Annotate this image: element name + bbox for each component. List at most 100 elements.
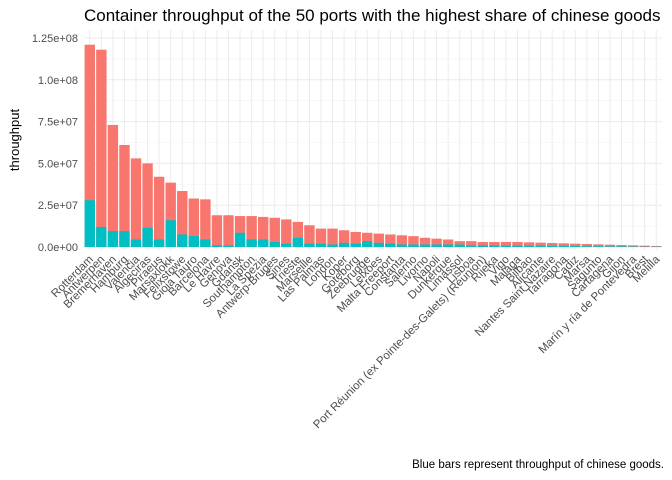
bar-total [338,230,350,247]
bar-total [269,217,280,247]
bar-total [362,232,373,247]
bar-chinese [327,244,338,247]
y-tick-label: 5.0e+07 [38,158,78,170]
bar-chinese [385,243,396,247]
y-tick-label: 0.0e+00 [38,242,78,254]
bar-chinese [211,245,223,247]
bar-total [153,176,165,247]
bar-chinese [500,245,512,247]
bar-total [292,221,304,247]
bar-chinese [454,244,465,247]
bar-chinese [304,243,315,247]
bar-total [489,241,500,247]
bar-chinese [188,236,200,247]
bar-chinese [408,244,419,247]
bar-total [281,219,292,247]
bar-chinese [200,239,211,247]
bar-total [130,158,142,247]
bar-total [442,239,454,247]
bar-total [257,216,269,247]
bar-total [454,241,465,247]
bar-total [546,242,558,247]
bar-chinese [489,245,500,247]
bar-chinese [119,231,130,247]
bar-total [570,243,581,247]
bar-chinese [281,243,292,247]
bar-chinese [338,242,350,247]
bar-chinese [523,245,535,247]
bar-chinese [142,227,153,247]
bar-chinese [604,246,616,247]
y-tick-label: 2.5e+07 [38,200,78,212]
bar-total [188,198,200,247]
bar-total [373,233,384,247]
bar-chinese [627,246,639,247]
bar-total [211,215,223,247]
bar-chinese [257,239,269,247]
bar-chinese [558,245,569,247]
bar-chinese [153,239,165,247]
bar-chinese [396,244,408,247]
bar-total [327,228,338,247]
bar-total [512,241,523,247]
bar-chinese [616,246,627,247]
bar-chinese [246,239,257,247]
bar-chinese [177,234,188,247]
bar-chinese [431,244,442,247]
bar-total [234,216,246,247]
bar-total [223,215,234,247]
bar-total [165,182,176,247]
bar-chinese [512,245,523,247]
bar-chinese [269,241,280,247]
y-axis-label: throughput [7,109,22,172]
bar-chinese [581,246,593,247]
bar-total [523,242,535,247]
chart-title: Container throughput of the 50 ports wit… [84,6,661,25]
bar-chinese [593,246,604,247]
bar-total [477,241,489,247]
bar-total [396,235,408,247]
y-tick-label: 1.25e+08 [32,33,78,45]
bar-total [350,231,361,247]
bar-total [431,238,442,247]
bar-chinese [570,245,581,247]
bar-chinese [546,245,558,247]
bar-chinese [107,231,119,247]
bar-total [200,199,211,247]
bar-total [96,49,107,248]
bar-chinese [442,244,454,247]
bar-chinese [315,243,327,247]
bar-chinese [466,245,477,247]
bar-chinese [350,243,361,247]
bar-total [651,245,662,247]
bar-total [304,225,315,247]
bar-chinese [84,200,95,247]
bar-total [581,243,593,247]
bar-total [627,245,639,247]
bar-total [315,228,327,247]
bar-chinese [373,242,384,247]
bar-chinese [477,245,489,247]
bar-total [408,236,419,247]
bar-total [639,245,650,247]
y-tick-label: 1.0e+08 [38,75,78,87]
bar-chinese [292,237,304,247]
bar-total [419,237,431,247]
bar-chinese [223,245,234,247]
bar-total [558,243,569,247]
bar-total [616,244,627,247]
bar-chinese [535,245,546,247]
bar-chinese [96,226,107,247]
bar-total [119,145,130,247]
bar-chinese [165,220,176,247]
bar-total [84,44,95,247]
bar-chinese [419,244,431,247]
bar-chinese [130,239,142,247]
bar-total [177,190,188,247]
bar-total [246,216,257,247]
bar-total [385,234,396,247]
bar-total [107,124,119,247]
chart-caption: Blue bars represent throughput of chines… [412,459,664,471]
bar-total [535,242,546,247]
bar-total [142,163,153,247]
